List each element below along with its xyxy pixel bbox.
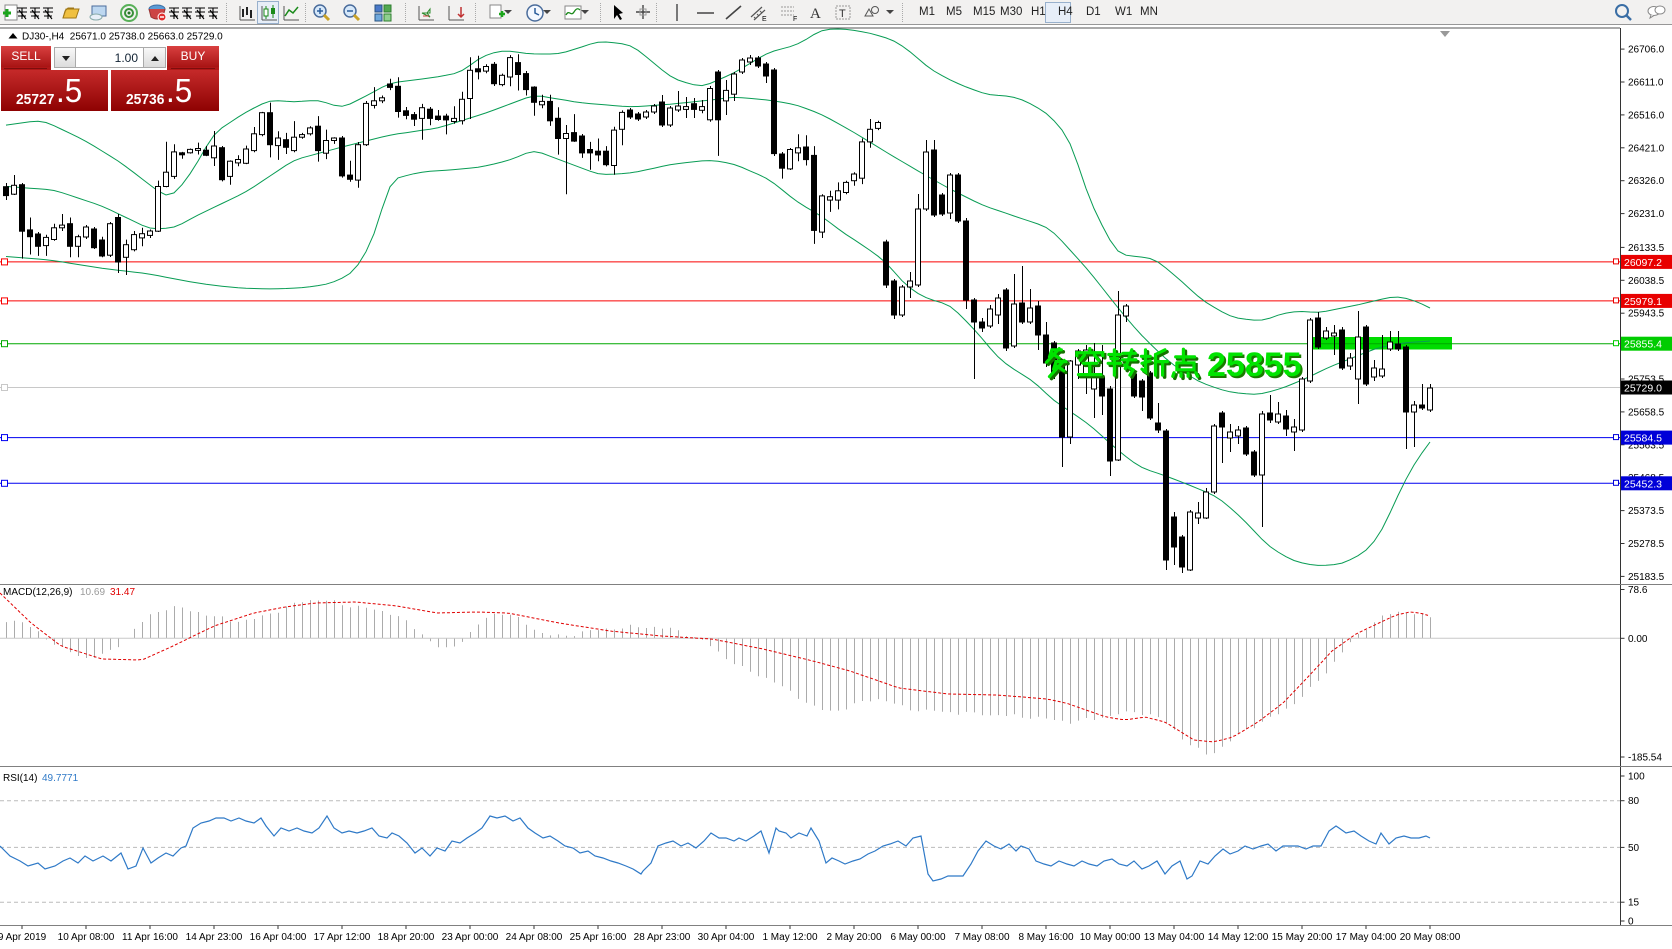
svg-text:25 Apr 16:00: 25 Apr 16:00 <box>570 932 627 943</box>
svg-text:15: 15 <box>1628 898 1640 909</box>
svg-text:28 Apr 23:00: 28 Apr 23:00 <box>634 932 691 943</box>
svg-text:0.00: 0.00 <box>1628 634 1648 645</box>
svg-text:25979.1: 25979.1 <box>1624 296 1662 308</box>
svg-text:25729.0: 25729.0 <box>1624 383 1662 395</box>
svg-text:2 May 20:00: 2 May 20:00 <box>826 932 881 943</box>
svg-text:6 May 00:00: 6 May 00:00 <box>890 932 945 943</box>
svg-text:50: 50 <box>1628 843 1640 854</box>
svg-text:25563.5: 25563.5 <box>1628 440 1665 451</box>
svg-text:-185.54: -185.54 <box>1628 753 1662 764</box>
svg-text:23 Apr 00:00: 23 Apr 00:00 <box>442 932 499 943</box>
svg-text:25658.5: 25658.5 <box>1628 407 1665 418</box>
svg-text:9 Apr 2019: 9 Apr 2019 <box>0 932 47 943</box>
svg-text:10.69: 10.69 <box>80 587 105 598</box>
svg-text:7 May 08:00: 7 May 08:00 <box>954 932 1009 943</box>
svg-text:F: F <box>793 16 797 23</box>
svg-text:25943.5: 25943.5 <box>1628 309 1665 320</box>
svg-text:20 May 08:00: 20 May 08:00 <box>1400 932 1461 943</box>
svg-text:8 May 16:00: 8 May 16:00 <box>1018 932 1073 943</box>
svg-text:1 May 12:00: 1 May 12:00 <box>762 932 817 943</box>
svg-text:DJ30-,H4 25671.0 25738.0 2566: DJ30-,H4 25671.0 25738.0 25663.0 25729.0 <box>22 32 223 43</box>
svg-text:26421.0: 26421.0 <box>1628 143 1665 154</box>
svg-text:E: E <box>762 16 767 23</box>
svg-text:26097.2: 26097.2 <box>1624 257 1662 269</box>
svg-text:30 Apr 04:00: 30 Apr 04:00 <box>698 932 755 943</box>
svg-text:25452.3: 25452.3 <box>1624 478 1662 490</box>
svg-text:16 Apr 04:00: 16 Apr 04:00 <box>250 932 307 943</box>
svg-text:15 May 20:00: 15 May 20:00 <box>1272 932 1333 943</box>
svg-text:25855: 25855 <box>1209 348 1304 386</box>
svg-text:26133.5: 26133.5 <box>1628 243 1665 254</box>
svg-text:25753.5: 25753.5 <box>1628 375 1665 386</box>
svg-text:25855.4: 25855.4 <box>1624 339 1662 351</box>
svg-text:13 May 04:00: 13 May 04:00 <box>1144 932 1205 943</box>
svg-text:26611.0: 26611.0 <box>1628 78 1664 89</box>
svg-text:18 Apr 20:00: 18 Apr 20:00 <box>378 932 435 943</box>
svg-text:78.6: 78.6 <box>1628 585 1648 596</box>
svg-text:26038.5: 26038.5 <box>1628 276 1665 287</box>
svg-text:25855: 25855 <box>1207 346 1302 384</box>
svg-text:25373.5: 25373.5 <box>1628 506 1665 517</box>
svg-text:49.7771: 49.7771 <box>42 773 79 784</box>
svg-text:24 Apr 08:00: 24 Apr 08:00 <box>506 932 563 943</box>
svg-text:25584.5: 25584.5 <box>1624 433 1662 445</box>
svg-text:0: 0 <box>1628 917 1634 928</box>
svg-text:A: A <box>810 6 821 22</box>
svg-text:17 Apr 12:00: 17 Apr 12:00 <box>314 932 371 943</box>
svg-text:10 Apr 08:00: 10 Apr 08:00 <box>58 932 115 943</box>
svg-text:26706.0: 26706.0 <box>1628 45 1665 56</box>
svg-text:11 Apr 16:00: 11 Apr 16:00 <box>122 932 178 943</box>
svg-text:17 May 04:00: 17 May 04:00 <box>1336 932 1397 943</box>
svg-text:26231.0: 26231.0 <box>1628 209 1665 220</box>
svg-text:MACD(12,26,9): MACD(12,26,9) <box>3 587 72 598</box>
svg-text:100: 100 <box>1628 772 1645 783</box>
svg-text:80: 80 <box>1628 796 1640 807</box>
svg-text:10 May 00:00: 10 May 00:00 <box>1080 932 1141 943</box>
svg-text:14 May 12:00: 14 May 12:00 <box>1208 932 1269 943</box>
svg-text:14 Apr 23:00: 14 Apr 23:00 <box>186 932 243 943</box>
svg-text:31.47: 31.47 <box>110 587 135 598</box>
svg-text:25278.5: 25278.5 <box>1628 539 1665 550</box>
svg-text:25183.5: 25183.5 <box>1628 572 1665 583</box>
svg-text:RSI(14): RSI(14) <box>3 773 37 784</box>
svg-text:26326.0: 26326.0 <box>1628 176 1665 187</box>
svg-text:26516.0: 26516.0 <box>1628 110 1665 121</box>
svg-text:T: T <box>839 8 846 20</box>
